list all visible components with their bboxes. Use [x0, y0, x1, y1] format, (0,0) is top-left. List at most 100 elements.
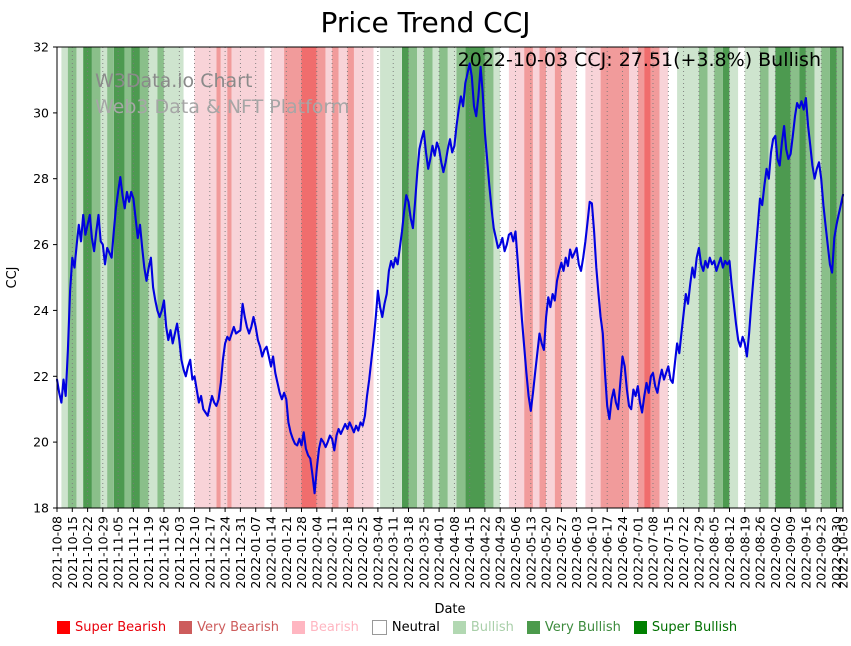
- x-tick-label: 2022-04-29: [493, 516, 508, 589]
- legend-item-super-bearish: Super Bearish: [57, 620, 166, 635]
- y-tick-label: 24: [33, 303, 49, 318]
- x-tick-label: 2022-07-01: [630, 516, 645, 589]
- x-tick-label: 2022-04-01: [432, 516, 447, 589]
- legend-item-super-bullish: Super Bullish: [633, 620, 738, 635]
- x-tick-label: 2022-07-15: [661, 516, 676, 589]
- x-tick-label: 2022-06-17: [600, 516, 615, 589]
- y-tick-label: 18: [33, 501, 49, 516]
- legend-item-very-bearish: Very Bearish: [179, 620, 279, 635]
- sentiment-band-bullish: [707, 47, 715, 508]
- x-tick-label: 2022-07-29: [691, 516, 706, 589]
- sentiment-band-very_bearish: [524, 47, 533, 508]
- y-tick-label: 28: [33, 171, 49, 186]
- x-tick-label: 2022-09-02: [768, 516, 783, 589]
- x-tick-label: 2022-07-08: [646, 516, 661, 589]
- x-tick-label: 2022-01-07: [248, 516, 263, 589]
- legend-swatch-icon: [291, 621, 305, 634]
- sentiment-band-bullish: [164, 47, 184, 508]
- sentiment-band-bullish: [417, 47, 424, 508]
- x-tick-label: 2022-09-09: [783, 516, 798, 589]
- legend-swatch-icon: [57, 621, 70, 634]
- x-tick-label: 2022-03-25: [416, 516, 431, 589]
- sentiment-band-neutral: [264, 47, 271, 508]
- x-tick-label: 2022-08-19: [737, 516, 752, 589]
- legend-label: Super Bullish: [651, 620, 738, 635]
- sentiment-band-very_bullish: [67, 47, 77, 508]
- legend-swatch-icon: [452, 621, 466, 634]
- sentiment-band-very_bearish: [284, 47, 302, 508]
- x-tick-label: 2021-12-31: [233, 516, 248, 589]
- legend-swatch-icon: [526, 621, 540, 634]
- sentiment-band-very_bullish: [714, 47, 723, 508]
- sentiment-band-very_bearish: [539, 47, 546, 508]
- sentiment-band-super_bullish: [83, 47, 92, 508]
- sentiment-band-bearish: [533, 47, 540, 508]
- sentiment-band-neutral: [668, 47, 677, 508]
- sentiment-band-super_bullish: [402, 47, 409, 508]
- sentiment-band-super_bearish: [644, 47, 651, 508]
- x-axis-label: Date: [434, 602, 466, 617]
- sentiment-band-super_bearish: [301, 47, 317, 508]
- sentiment-band-bearish: [220, 47, 228, 508]
- y-tick-label: 32: [33, 40, 49, 55]
- legend-item-bearish: Bearish: [291, 620, 359, 635]
- legend: Super Bearish Very Bearish Bearish Neutral B…: [57, 620, 737, 635]
- sentiment-band-bearish: [194, 47, 217, 508]
- x-tick-label: 2022-08-05: [707, 516, 722, 589]
- x-tick-label: 2021-10-29: [95, 516, 110, 589]
- sentiment-band-neutral: [57, 47, 62, 508]
- sentiment-band-neutral: [183, 47, 195, 508]
- x-tick-label: 2022-05-06: [508, 516, 523, 589]
- x-tick-label: 2022-06-24: [615, 516, 630, 589]
- sentiment-band-very_bullish: [423, 47, 433, 508]
- x-tick-label: 2022-05-20: [539, 516, 554, 589]
- y-tick-label: 20: [33, 435, 49, 450]
- sentiment-band-bearish: [338, 47, 348, 508]
- x-tick-label: 2022-05-27: [554, 516, 569, 589]
- x-tick-label: 2022-01-14: [264, 516, 279, 589]
- legend-item-neutral: Neutral: [371, 620, 440, 635]
- sentiment-band-bullish: [76, 47, 84, 508]
- sentiment-band-very_bullish: [157, 47, 164, 508]
- sentiment-band-very_bearish: [347, 47, 354, 508]
- sentiment-band-bullish: [447, 47, 457, 508]
- sentiment-band-very_bearish: [316, 47, 326, 508]
- legend-item-very-bullish: Very Bullish: [526, 620, 621, 635]
- sentiment-band-very_bullish: [836, 47, 843, 508]
- x-tick-label: 2022-02-18: [340, 516, 355, 589]
- sentiment-band-bearish: [585, 47, 601, 508]
- x-tick-label: 2021-11-19: [141, 516, 156, 589]
- x-tick-label: 2021-10-15: [65, 516, 80, 589]
- x-tick-label: 2021-10-08: [50, 516, 65, 589]
- legend-label: Super Bearish: [75, 620, 167, 635]
- sentiment-band-bullish: [814, 47, 822, 508]
- legend-swatch-icon: [633, 621, 647, 634]
- sentiment-band-bearish: [271, 47, 285, 508]
- sentiment-band-very_bearish: [637, 47, 645, 508]
- legend-label: Very Bullish: [544, 620, 621, 635]
- x-tick-label: 2022-10-03: [836, 516, 851, 589]
- sentiment-band-very_bullish: [91, 47, 101, 508]
- legend-item-bullish: Bullish: [452, 620, 514, 635]
- sentiment-band-bullish: [493, 47, 501, 508]
- sentiment-band-very_bullish: [107, 47, 114, 508]
- x-tick-label: 2022-04-22: [477, 516, 492, 589]
- price-line: [55, 62, 845, 495]
- sentiment-band-bearish: [659, 47, 669, 508]
- x-tick-label: 2022-07-22: [676, 516, 691, 589]
- sentiment-band-super_bullish: [799, 47, 806, 508]
- sentiment-band-bearish: [325, 47, 333, 508]
- x-tick-label: 2022-08-12: [722, 516, 737, 589]
- x-tick-label: 2021-12-03: [172, 516, 187, 589]
- price-annotation: 2022-10-03 CCJ: 27.51(+3.8%) Bullish: [457, 49, 821, 71]
- x-tick-label: 2021-12-17: [202, 516, 217, 589]
- legend-label: Neutral: [391, 620, 440, 635]
- sentiment-band-bullish: [100, 47, 108, 508]
- sentiment-band-bullish: [677, 47, 699, 508]
- sentiment-band-super_bullish: [113, 47, 125, 508]
- sentiment-band-neutral: [576, 47, 586, 508]
- sentiment-band-very_bullish: [821, 47, 830, 508]
- sentiment-band-super_bullish: [829, 47, 837, 508]
- chart-title: Price Trend CCJ: [320, 6, 531, 39]
- sentiment-band-super_bullish: [131, 47, 140, 508]
